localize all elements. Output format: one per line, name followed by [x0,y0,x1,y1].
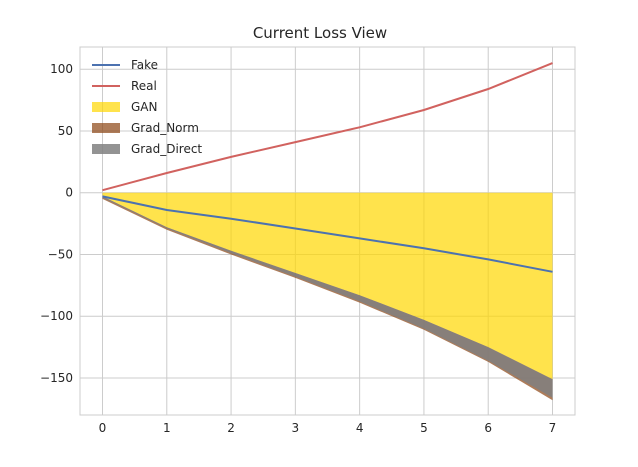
fill-layer [102,192,553,401]
series-line-fake [102,195,553,273]
x-tick-label: 0 [99,421,107,435]
legend-swatch-patch [92,102,120,112]
y-tick-label: 100 [50,62,73,76]
series-line-real [102,62,553,192]
x-tick-labels: 0 1 2 3 4 5 6 7 [99,421,557,435]
x-tick-label: 6 [484,421,492,435]
legend-label: Real [131,79,157,93]
legend-label: Grad_Direct [131,142,202,156]
axes-frame [79,46,576,416]
x-tick-label: 3 [292,421,300,435]
legend-label: GAN [131,100,157,114]
x-tick-label: 7 [549,421,557,435]
y-tick-label: −50 [48,247,73,261]
legend-swatch-patch [92,123,120,133]
x-tick-label: 1 [163,421,171,435]
fill-area-gan [102,192,553,380]
y-tick-labels: −150 −100 −50 0 50 100 [40,62,73,385]
legend-swatch-patch [92,144,120,154]
y-tick-label: 0 [65,186,73,200]
x-tick-label: 4 [356,421,364,435]
y-tick-label: 50 [58,124,73,138]
fill-area-grad-direct [102,196,553,398]
legend-label: Fake [131,58,158,72]
legend-label: Grad_Norm [131,121,199,135]
chart-title: Current Loss View [253,24,387,42]
x-tick-label: 5 [420,421,428,435]
y-tick-label: −100 [40,309,73,323]
x-tick-label: 2 [227,421,235,435]
y-tick-label: −150 [40,371,73,385]
line-layer [102,62,553,273]
fill-area-grad-norm [102,196,553,401]
legend: Fake Real GAN Grad_Norm Grad_Direct [92,58,202,156]
